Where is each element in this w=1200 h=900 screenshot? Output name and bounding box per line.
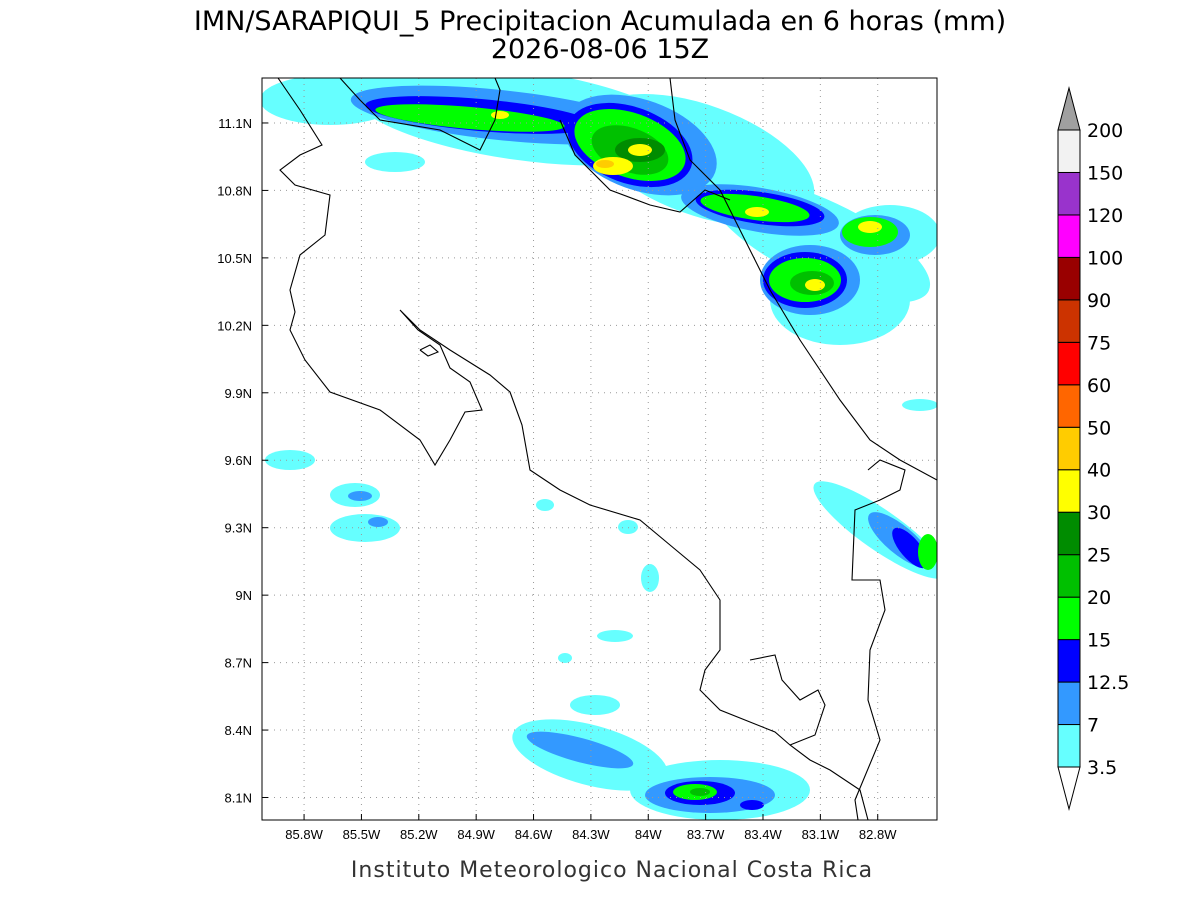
colorbar-label: 12.5	[1087, 672, 1129, 694]
colorbar-label: 30	[1087, 502, 1111, 524]
precip-area	[858, 221, 882, 233]
colorbar-bin	[1057, 639, 1081, 683]
colorbar-bin	[1057, 554, 1081, 598]
precipitation-field	[262, 78, 937, 820]
y-tick-label: 8.7N	[225, 656, 252, 671]
x-tick-label: 84W	[635, 827, 662, 842]
colorbar-bin	[1057, 256, 1081, 301]
precip-area	[375, 104, 565, 132]
colorbar-label: 90	[1087, 290, 1111, 312]
colorbar-bin	[1057, 511, 1081, 556]
colorbar-label: 150	[1087, 162, 1123, 184]
title: IMN/SARAPIQUI_5 Precipitacion Acumulada …	[194, 6, 1006, 37]
coastline	[749, 654, 826, 746]
colorbar-bin	[1057, 214, 1081, 258]
y-tick-label: 9.3N	[225, 521, 252, 536]
colorbar-bin	[1057, 384, 1081, 428]
precip-area	[526, 731, 634, 769]
precip-area	[536, 499, 554, 511]
y-tick-label: 9.6N	[225, 453, 252, 468]
x-tick-label: 85.5W	[343, 827, 381, 842]
precip-area	[918, 534, 937, 570]
border	[559, 119, 731, 213]
colorbar-label: 25	[1087, 545, 1111, 567]
colorbar-bin	[1057, 596, 1081, 641]
x-tick-label: 84.9W	[457, 827, 495, 842]
colorbar-bin	[1057, 341, 1081, 386]
precip-area	[348, 491, 372, 501]
precip-area	[491, 111, 509, 119]
precip-area	[740, 800, 764, 810]
precip-area	[596, 160, 614, 168]
precip-area	[558, 653, 572, 663]
y-tick-label: 8.1N	[225, 791, 252, 806]
colorbar-label: 60	[1087, 375, 1111, 397]
colorbar-bin	[1057, 171, 1081, 216]
precip-area	[745, 207, 769, 217]
colorbar-label: 40	[1087, 460, 1111, 482]
x-tick-label: 83.4W	[744, 827, 782, 842]
colorbar-bin	[1057, 299, 1081, 343]
colorbar-label: 20	[1087, 587, 1111, 609]
precip-area	[690, 788, 710, 796]
colorbar-label: 3.5	[1087, 757, 1117, 779]
precip-area	[628, 144, 652, 156]
y-tick-label: 9.9N	[225, 386, 252, 401]
x-tick-label: 85.2W	[400, 827, 438, 842]
precip-area	[570, 695, 620, 715]
colorbar-underflow	[1057, 766, 1081, 811]
precip-area	[365, 152, 425, 172]
colorbar-bin	[1057, 426, 1081, 471]
y-tick-label: 10.8N	[217, 183, 252, 198]
precip-area	[265, 450, 315, 470]
colorbar-label: 120	[1087, 205, 1123, 227]
colorbar-bin	[1057, 469, 1081, 513]
coastline	[419, 344, 440, 357]
colorbar-label: 7	[1087, 715, 1099, 737]
footer: Instituto Meteorologico Nacional Costa R…	[351, 858, 873, 883]
precip-area	[805, 279, 825, 291]
x-tick-label: 83.7W	[687, 827, 725, 842]
colorbar-label: 15	[1087, 630, 1111, 652]
colorbar-label: 50	[1087, 417, 1111, 439]
map-frame	[261, 77, 938, 821]
border	[339, 78, 501, 151]
colorbar-bin	[1057, 129, 1081, 173]
colorbar-bin	[1057, 724, 1081, 768]
precip-area	[902, 399, 937, 411]
precip-area	[597, 630, 633, 642]
y-tick-label: 9N	[235, 588, 252, 603]
subtitle: 2026-08-06 15Z	[491, 34, 709, 65]
y-tick-label: 10.5N	[217, 251, 252, 266]
coastlines	[277, 78, 937, 820]
coastline	[669, 78, 937, 481]
precip-area	[618, 520, 638, 534]
coastline	[277, 78, 869, 820]
x-tick-label: 82.8W	[859, 827, 897, 842]
precip-area	[641, 564, 659, 592]
colorbar-label: 100	[1087, 247, 1123, 269]
x-tick-label: 84.3W	[572, 827, 610, 842]
colorbar-label: 200	[1087, 120, 1123, 142]
y-tick-label: 10.2N	[217, 318, 252, 333]
colorbar-bin	[1057, 681, 1081, 726]
y-tick-label: 8.4N	[225, 723, 252, 738]
x-tick-label: 85.8W	[285, 827, 323, 842]
precip-area	[368, 517, 388, 527]
colorbar-label: 75	[1087, 332, 1111, 354]
border	[851, 459, 906, 820]
y-tick-label: 11.1N	[218, 116, 252, 131]
colorbar-overflow	[1057, 86, 1081, 131]
x-tick-label: 84.6W	[515, 827, 553, 842]
x-tick-label: 83.1W	[802, 827, 840, 842]
